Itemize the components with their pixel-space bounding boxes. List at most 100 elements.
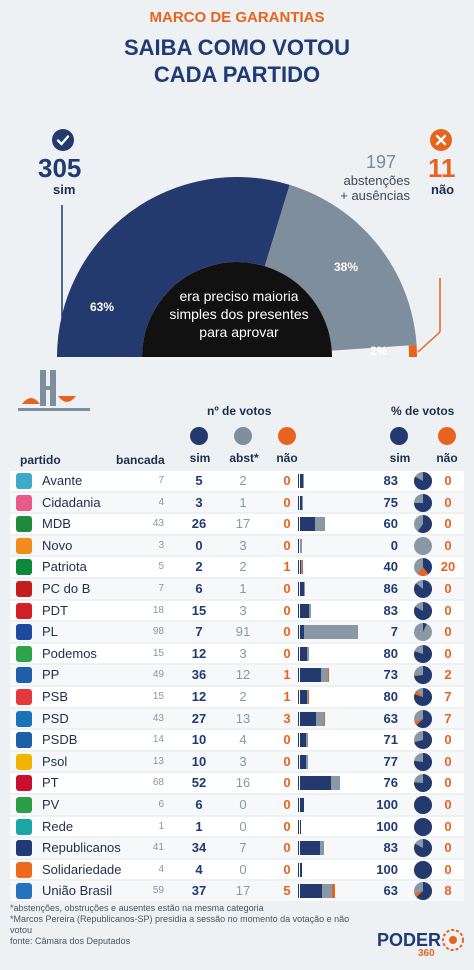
votes-sim: 3 bbox=[195, 494, 203, 510]
party-name: Republicanos bbox=[42, 840, 121, 856]
party-logo-icon bbox=[16, 473, 32, 489]
mini-pie-sim bbox=[414, 860, 432, 879]
party-bancada: 18 bbox=[152, 604, 164, 616]
votes-nao: 0 bbox=[283, 775, 291, 791]
row-band bbox=[10, 838, 464, 858]
votes-nao: 3 bbox=[283, 710, 291, 726]
title-line-1: SAIBA COMO VOTOU bbox=[123, 35, 351, 60]
bar-abst bbox=[321, 884, 332, 899]
pct-sim: 83 bbox=[383, 840, 398, 856]
votes-nao: 5 bbox=[283, 883, 291, 899]
bar-axis bbox=[298, 495, 299, 510]
bar-sim bbox=[300, 495, 302, 510]
party-name: Novo bbox=[42, 537, 73, 553]
table-row: PDT 18 15 3 0 83 0 bbox=[10, 600, 464, 622]
party-logo-icon bbox=[16, 537, 32, 554]
pct-nao: 7 bbox=[444, 710, 452, 726]
table-row: Republicanos 41 34 7 0 83 0 bbox=[10, 837, 464, 859]
congress-building-icon bbox=[18, 370, 90, 411]
center-note-line-1: era preciso maioria bbox=[179, 288, 299, 304]
votes-sim: 15 bbox=[191, 602, 207, 618]
votes-sim: 26 bbox=[191, 516, 207, 532]
pct-sim: 100 bbox=[376, 818, 398, 834]
arc-nao-segment bbox=[408, 344, 417, 357]
row-band bbox=[10, 514, 464, 534]
votes-nao: 0 bbox=[283, 581, 291, 596]
sim-label: sim bbox=[53, 182, 76, 197]
row-band bbox=[10, 816, 464, 837]
pct-sim: 7 bbox=[390, 624, 398, 640]
votes-nao: 1 bbox=[283, 559, 291, 575]
bar-axis bbox=[298, 517, 299, 532]
votes-nao: 1 bbox=[283, 689, 291, 704]
mini-pie bbox=[414, 688, 432, 706]
bar-axis bbox=[298, 862, 299, 877]
pct-nao: 0 bbox=[444, 516, 452, 532]
party-bancada: 7 bbox=[158, 475, 164, 486]
row-band bbox=[10, 730, 464, 750]
nao-leader-line bbox=[417, 331, 441, 353]
table-row: Psol 13 10 3 0 77 0 bbox=[10, 751, 464, 773]
bar-axis bbox=[298, 582, 299, 596]
party-name: PV bbox=[42, 797, 60, 812]
party-bancada: 68 bbox=[152, 777, 164, 789]
bar-sim bbox=[300, 798, 304, 812]
mini-pie-nao bbox=[414, 718, 423, 725]
party-name: Rede bbox=[42, 818, 74, 834]
table-row: PSD 43 27 13 3 63 7 bbox=[10, 708, 464, 730]
bar-axis bbox=[298, 819, 299, 834]
table-row: Solidariedade 4 4 0 0 100 0 bbox=[10, 859, 464, 881]
dot-pct-sim bbox=[390, 427, 408, 445]
bar-axis bbox=[298, 603, 299, 618]
abst-label-line-2: + ausências bbox=[340, 188, 410, 203]
bar-axis bbox=[298, 646, 299, 661]
pct-sim: 0 bbox=[390, 537, 398, 553]
party-logo-icon bbox=[16, 883, 32, 900]
bar-axis bbox=[298, 668, 299, 683]
votes-nao: 0 bbox=[283, 818, 291, 834]
party-bancada: 14 bbox=[152, 734, 164, 746]
row-band bbox=[10, 881, 464, 901]
mini-pie-sim bbox=[414, 796, 432, 814]
pct-nao: 7 bbox=[444, 689, 452, 704]
bar-axis bbox=[298, 625, 299, 640]
table-row: PV 6 6 0 0 100 0 bbox=[10, 794, 464, 816]
party-bancada: 15 bbox=[152, 647, 164, 659]
votes-sim: 27 bbox=[191, 710, 207, 726]
party-logo-icon bbox=[16, 689, 32, 705]
bar-axis bbox=[298, 776, 299, 791]
party-logo-icon bbox=[16, 861, 32, 878]
votes-abst: 4 bbox=[239, 732, 247, 748]
votes-header: nº de votos bbox=[207, 404, 272, 418]
row-band bbox=[10, 773, 464, 793]
votes-nao: 0 bbox=[283, 732, 291, 748]
table-row: PP 49 36 12 1 73 2 bbox=[10, 664, 464, 686]
party-name: União Brasil bbox=[42, 883, 113, 899]
party-name: MDB bbox=[42, 516, 71, 532]
bar-axis bbox=[298, 711, 299, 726]
party-bancada: 13 bbox=[152, 755, 164, 767]
row-band bbox=[10, 859, 464, 880]
votes-abst: 12 bbox=[235, 667, 251, 683]
center-note: era preciso maioria simples dos presente… bbox=[146, 287, 332, 341]
mini-pie-sim bbox=[417, 515, 432, 534]
bar-sim bbox=[300, 862, 303, 877]
mini-pie-sim bbox=[414, 644, 432, 663]
votes-nao: 0 bbox=[283, 645, 291, 661]
votes-abst: 91 bbox=[235, 624, 251, 640]
mini-pie bbox=[414, 817, 432, 836]
votes-abst: 16 bbox=[235, 775, 251, 791]
votes-nao: 0 bbox=[283, 797, 291, 812]
pct-nao: 0 bbox=[444, 753, 452, 769]
party-bancada: 5 bbox=[158, 561, 164, 573]
votes-sim: 6 bbox=[195, 797, 203, 812]
arc-sim-segment bbox=[57, 177, 290, 357]
col-bancada: bancada bbox=[116, 453, 165, 467]
pct-nao: 0 bbox=[444, 775, 452, 791]
party-logo-icon bbox=[16, 559, 32, 576]
mini-pie bbox=[414, 623, 432, 642]
table-row: PL 98 7 91 0 7 0 bbox=[10, 621, 464, 643]
votes-nao: 0 bbox=[283, 516, 291, 532]
mini-pie-sim bbox=[423, 558, 432, 575]
bar-abst bbox=[300, 538, 302, 553]
